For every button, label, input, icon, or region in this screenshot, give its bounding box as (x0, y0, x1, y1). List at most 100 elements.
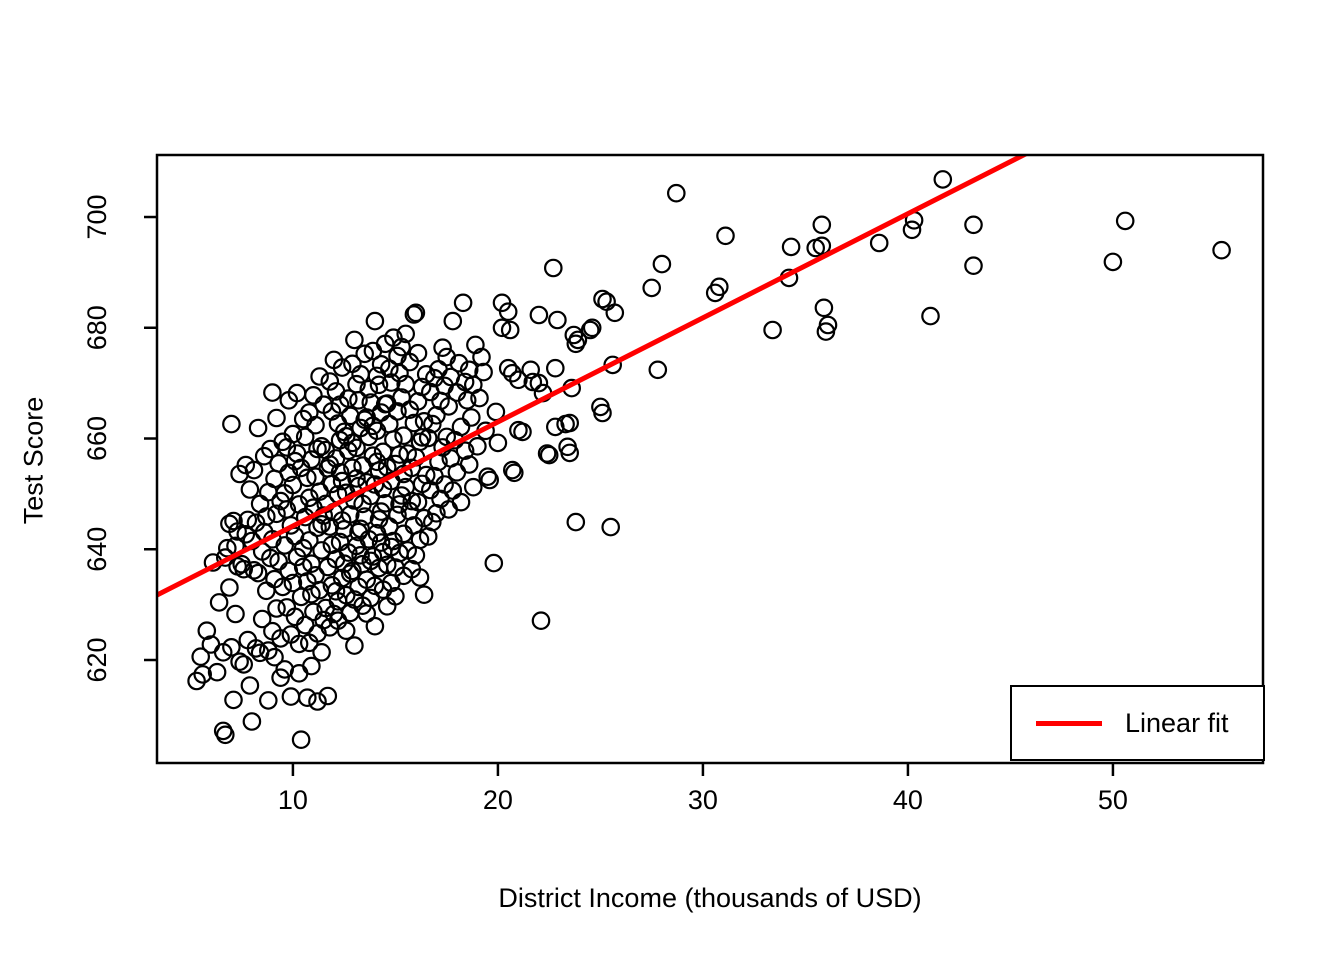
data-point (408, 343, 428, 363)
data-point (191, 647, 210, 666)
data-point (1115, 211, 1135, 231)
data-point (279, 463, 299, 483)
data-point (472, 347, 491, 367)
data-point (375, 493, 395, 513)
data-point (308, 692, 327, 711)
data-point (422, 512, 442, 532)
x-tick-label: 20 (483, 785, 513, 815)
data-point (470, 388, 489, 408)
data-point (605, 303, 625, 323)
data-point (597, 292, 616, 311)
data-point (267, 504, 286, 524)
data-point (457, 390, 477, 410)
data-point (484, 553, 504, 573)
data-point (560, 413, 579, 433)
data-point (418, 428, 438, 448)
data-point (222, 414, 241, 434)
data-point (228, 522, 247, 541)
data-point (256, 507, 276, 526)
data-point (312, 436, 331, 456)
data-point (320, 372, 340, 391)
data-point (340, 564, 360, 583)
data-point (488, 433, 508, 453)
data-point (504, 463, 524, 483)
data-point (310, 367, 329, 386)
data-point (439, 397, 458, 416)
data-point (222, 637, 241, 657)
data-point (238, 510, 258, 530)
legend-label: Linear fit (1125, 707, 1229, 738)
data-point (513, 422, 532, 442)
data-point (312, 642, 331, 662)
data-point (355, 507, 374, 526)
data-point (242, 712, 262, 731)
data-point (509, 370, 528, 390)
data-point (1212, 240, 1231, 260)
data-point (459, 455, 479, 474)
data-point (414, 585, 434, 604)
data-point (340, 406, 360, 426)
data-point (340, 505, 360, 524)
data-point (869, 233, 889, 253)
data-point (593, 289, 612, 309)
data-point (277, 438, 297, 457)
data-point (371, 533, 391, 552)
data-point (666, 183, 686, 203)
data-point (412, 428, 432, 447)
data-point (365, 616, 385, 636)
data-point (369, 461, 389, 480)
data-point (451, 492, 471, 512)
data-point (498, 302, 518, 321)
data-point (291, 587, 311, 607)
data-point (283, 573, 303, 593)
data-point (345, 636, 364, 655)
data-point (246, 639, 266, 658)
data-point (275, 536, 294, 555)
data-point (566, 512, 586, 532)
data-point (529, 373, 549, 393)
data-point (250, 494, 270, 514)
data-point (302, 584, 321, 604)
data-point (648, 360, 668, 380)
data-point (240, 480, 260, 499)
data-point (357, 604, 376, 623)
data-point (343, 561, 362, 581)
data-point (539, 445, 559, 465)
x-axis-title: District Income (thousands of USD) (498, 883, 922, 913)
data-point (498, 358, 518, 378)
data-point (187, 671, 206, 691)
data-point (468, 436, 487, 456)
data-point (461, 408, 481, 427)
data-point (263, 383, 282, 402)
data-point (267, 408, 286, 428)
data-point (240, 676, 260, 695)
data-point (593, 403, 612, 423)
data-point (312, 514, 331, 534)
data-point (291, 730, 311, 749)
data-point (265, 647, 284, 667)
data-point (408, 492, 428, 512)
data-point (474, 362, 493, 382)
data-point (209, 593, 229, 612)
data-point (404, 413, 424, 433)
data-point (601, 517, 620, 537)
data-point (355, 344, 374, 364)
data-point (226, 604, 245, 624)
data-point (312, 541, 331, 560)
data-point (359, 379, 379, 399)
data-point (433, 338, 452, 357)
data-point (816, 322, 836, 341)
data-point (218, 538, 237, 558)
data-point (564, 325, 584, 345)
data-point (379, 359, 399, 378)
data-point (248, 418, 268, 438)
data-point (230, 652, 249, 671)
x-tick-label: 40 (893, 785, 923, 815)
data-point (437, 427, 456, 447)
data-point (349, 390, 368, 410)
data-point (347, 438, 366, 458)
data-point (406, 303, 426, 323)
data-point (652, 254, 672, 274)
data-point (716, 226, 735, 246)
